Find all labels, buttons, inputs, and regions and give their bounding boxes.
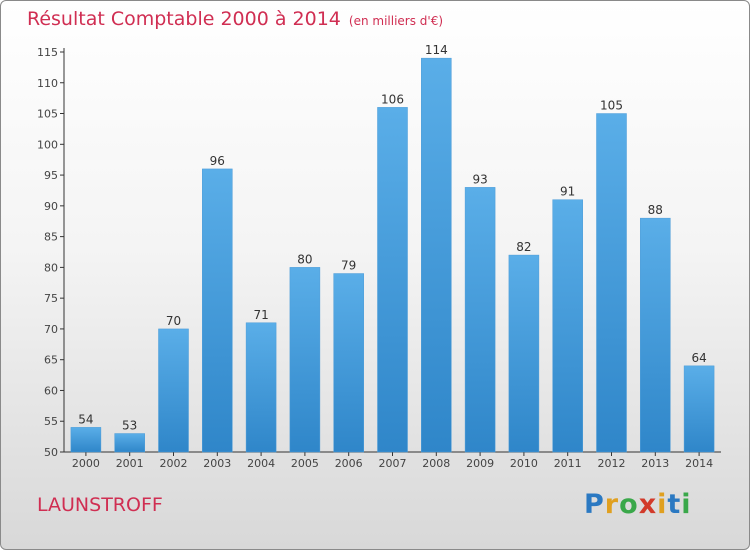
x-tick-label-2014: 2014 — [685, 457, 713, 470]
y-tick-label: 65 — [44, 354, 58, 367]
data-label-2000: 54 — [78, 412, 93, 426]
y-tick-label: 110 — [37, 77, 58, 90]
x-tick-label-2007: 2007 — [379, 457, 407, 470]
y-tick-label: 100 — [37, 138, 58, 151]
data-label-2002: 70 — [166, 314, 181, 328]
y-tick-label: 60 — [44, 384, 58, 397]
x-tick-label-2000: 2000 — [72, 457, 100, 470]
bar-2005 — [289, 267, 321, 453]
bar-2002 — [158, 328, 189, 453]
bar-2012 — [596, 113, 627, 453]
bar-2001 — [114, 433, 145, 453]
brand-letter: i — [681, 489, 692, 520]
chart-subtitle: (en milliers d'€) — [348, 14, 444, 28]
chart-bars — [70, 57, 715, 453]
x-tick-label-2002: 2002 — [160, 457, 188, 470]
y-tick-label: 50 — [44, 446, 58, 459]
chart-title-text: Résultat Comptable 2000 à 2014 — [27, 8, 341, 30]
y-tick-label: 80 — [44, 261, 58, 274]
brand-letter: x — [638, 489, 658, 520]
x-tick-label-2009: 2009 — [466, 457, 494, 470]
data-label-2007: 106 — [381, 92, 404, 106]
brand-letter: i — [657, 489, 668, 520]
x-tick-label-2013: 2013 — [641, 457, 669, 470]
proxiti-logo: Proxiti — [584, 489, 692, 520]
data-label-2003: 96 — [210, 154, 225, 168]
data-label-2006: 79 — [341, 259, 356, 273]
x-tick-label-2005: 2005 — [291, 457, 319, 470]
data-label-2001: 53 — [122, 419, 137, 433]
y-tick-label: 55 — [44, 415, 58, 428]
brand-letter: o — [619, 489, 639, 520]
bar-2009 — [464, 187, 496, 453]
y-tick-label: 90 — [44, 200, 58, 213]
data-label-2009: 93 — [472, 172, 487, 186]
data-label-2005: 80 — [297, 252, 312, 266]
chart-labels: 54 53 70 96 71 80 79 106 114 93 82 91 105 88 64 — [78, 43, 706, 432]
bar-2010 — [508, 254, 540, 453]
data-label-2014: 64 — [691, 351, 706, 365]
data-label-2011: 91 — [560, 185, 575, 199]
data-label-2010: 82 — [516, 240, 531, 254]
bar-2014 — [683, 365, 715, 453]
y-tick-label: 105 — [37, 108, 58, 121]
bar-2007 — [377, 107, 408, 453]
y-tick-label: 95 — [44, 169, 58, 182]
brand-letter: r — [604, 489, 620, 520]
bar-2013 — [640, 217, 671, 453]
data-label-2013: 88 — [648, 203, 663, 217]
y-tick-label: 70 — [44, 323, 58, 336]
data-label-2008: 114 — [425, 43, 448, 57]
bar-2008 — [421, 57, 452, 453]
y-tick-label: 85 — [44, 231, 58, 244]
x-tick-label-2008: 2008 — [422, 457, 450, 470]
x-tick-label-2011: 2011 — [554, 457, 582, 470]
y-tick-label: 75 — [44, 292, 58, 305]
bar-2011 — [552, 199, 583, 453]
x-tick-label-2010: 2010 — [510, 457, 538, 470]
y-tick-label: 115 — [37, 46, 58, 59]
brand-letter: t — [667, 489, 682, 520]
x-tick-label-2001: 2001 — [116, 457, 144, 470]
commune-name: LAUNSTROFF — [37, 494, 163, 516]
x-tick-label-2003: 2003 — [203, 457, 231, 470]
brand-letter: P — [584, 489, 605, 520]
bar-2004 — [245, 322, 277, 453]
data-label-2004: 71 — [253, 308, 268, 322]
x-tick-label-2006: 2006 — [335, 457, 363, 470]
bar-2000 — [70, 427, 102, 453]
bar-2006 — [333, 273, 364, 453]
data-label-2012: 105 — [600, 99, 623, 113]
x-tick-label-2004: 2004 — [247, 457, 275, 470]
x-tick-label-2012: 2012 — [598, 457, 626, 470]
chart-title: Résultat Comptable 2000 à 2014 (en millie… — [27, 8, 443, 30]
bar-2003 — [202, 168, 233, 453]
